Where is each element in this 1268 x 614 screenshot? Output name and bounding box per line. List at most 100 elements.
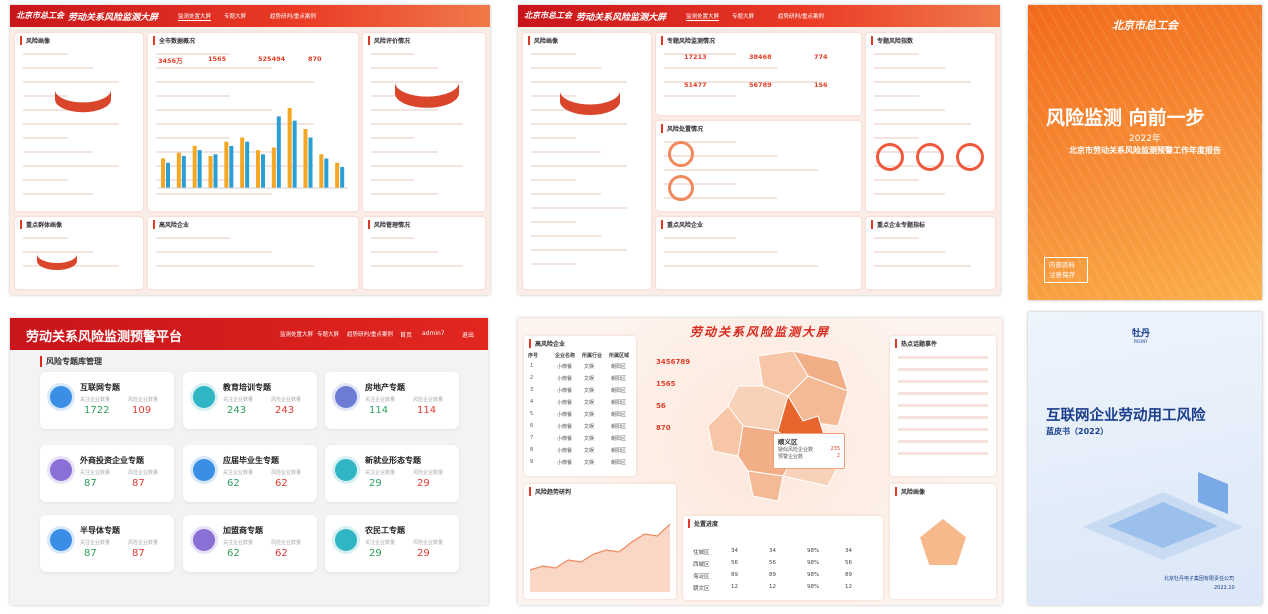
focus-count: 87 <box>84 548 97 559</box>
panel-title: 风险处置情况 <box>661 124 703 133</box>
stat-value: 870 <box>656 424 671 432</box>
placeholder-line <box>156 123 314 125</box>
nav-item[interactable]: 趋势研判/重点案例 <box>347 332 393 338</box>
placeholder-line <box>531 95 576 97</box>
district-shape <box>747 470 784 502</box>
pie-illustration <box>37 254 77 270</box>
nav-item[interactable]: 专题大屏 <box>224 14 247 20</box>
nav-item[interactable]: 趋势研判/重点案例 <box>778 14 824 20</box>
focus-label: 关注企业数量 <box>365 470 396 476</box>
topic-card[interactable]: 农民工专题 关注企业数量 风险企业数量 29 29 <box>325 515 459 572</box>
panel-title: 专题风险指数 <box>871 36 913 45</box>
bar <box>176 152 181 188</box>
bar <box>192 145 197 188</box>
home-link[interactable]: 首页 <box>400 332 413 339</box>
user-name[interactable]: admin7 <box>422 330 445 337</box>
focus-label: 关注企业数量 <box>80 397 111 403</box>
focus-count: 29 <box>369 548 382 559</box>
topic-name: 教育培训专题 <box>223 383 271 392</box>
risk-count: 29 <box>417 548 430 559</box>
bar <box>245 141 250 188</box>
table-cell: 朝阳区 <box>611 436 627 442</box>
nav-item[interactable]: 专题大屏 <box>317 332 340 338</box>
placeholder-line <box>371 265 463 267</box>
bar <box>166 162 170 188</box>
topic-card[interactable]: 外商投资企业专题 关注企业数量 风险企业数量 87 87 <box>40 445 174 502</box>
popup-label: 预警企业数 <box>778 454 804 460</box>
district-shape <box>707 405 744 457</box>
placeholder-line <box>156 137 230 139</box>
panel: 风险画像 <box>890 484 996 599</box>
topic-card[interactable]: 房地产专题 关注企业数量 风险企业数量 114 114 <box>325 372 459 429</box>
risk-count: 87 <box>132 478 145 489</box>
big-screen-screenshot: 劳动关系风险监测大屏 高风险企业 序号 企业名称 所属行业 所属区域 1 小微餐 文娱 朝阳区 2 小… <box>518 318 1002 605</box>
platform-title: 劳动关系风险监测预警平台 <box>26 330 183 345</box>
panel: 高风险企业 <box>148 217 358 289</box>
popup-row: 疑似风险企业数 235 <box>778 446 840 453</box>
nav-item[interactable]: 监测处置大屏 <box>280 332 314 338</box>
topic-card[interactable]: 应届毕业生专题 关注企业数量 风险企业数量 62 62 <box>183 445 317 502</box>
placeholder-line <box>664 53 736 55</box>
focus-label: 关注企业数量 <box>223 470 254 476</box>
placeholder-line <box>23 109 94 111</box>
ring-illustration <box>668 141 694 167</box>
topic-card[interactable]: 加盟商专题 关注企业数量 风险企业数量 62 62 <box>183 515 317 572</box>
placeholder-line <box>531 109 602 111</box>
placeholder-line <box>531 193 602 195</box>
placeholder-line <box>156 95 230 97</box>
placeholder-line <box>531 67 602 69</box>
table-cell: 1 <box>530 363 534 369</box>
nav-item[interactable]: 监测处置大屏 <box>686 14 720 21</box>
table-cell: 98% <box>807 560 820 566</box>
risk-count: 29 <box>417 478 430 489</box>
placeholder-line <box>23 151 94 153</box>
table-cell: 5 <box>530 411 534 417</box>
panel: 全市数据概况 3456万 1565 525494 870 <box>148 33 358 211</box>
focus-label: 关注企业数量 <box>80 540 111 546</box>
nav-item[interactable]: 专题大屏 <box>732 14 755 20</box>
placeholder-line <box>874 95 920 97</box>
ring-illustration <box>876 143 904 171</box>
placeholder-line <box>664 197 777 199</box>
topic-card[interactable]: 互联网专题 关注企业数量 风险企业数量 1722 109 <box>40 372 174 429</box>
nav-item[interactable]: 监测处置大屏 <box>178 14 212 21</box>
trend-chart <box>530 523 670 592</box>
bar <box>261 154 265 188</box>
placeholder-line <box>23 137 68 139</box>
topic-row-placeholder <box>898 452 988 455</box>
table-cell: 7 <box>530 435 534 441</box>
table-cell: 89 <box>845 572 852 578</box>
topic-card[interactable]: 教育培训专题 关注企业数量 风险企业数量 243 243 <box>183 372 317 429</box>
nav-item[interactable]: 趋势研判/重点案例 <box>270 14 316 20</box>
placeholder-line <box>664 141 736 143</box>
topic-card[interactable]: 新就业形态专题 关注企业数量 风险企业数量 29 29 <box>325 445 459 502</box>
placeholder-line <box>23 123 119 125</box>
section-title: 风险专题库管理 <box>40 356 102 367</box>
bar-chart <box>158 108 348 189</box>
placeholder-line <box>531 137 576 139</box>
risk-label: 风险企业数量 <box>413 540 444 546</box>
focus-label: 关注企业数量 <box>223 540 254 546</box>
risk-count: 87 <box>132 548 145 559</box>
table-cell: 文娱 <box>584 364 595 370</box>
dashboard-body: 风险画像 专题风险监测情况 17213 38468 774 51477 56789 156 专题… <box>518 27 1000 295</box>
isometric-illustration <box>1083 472 1243 560</box>
risk-count: 62 <box>275 548 288 559</box>
logout-link[interactable]: 退出 <box>462 332 475 339</box>
popup-value: 235 <box>830 446 840 452</box>
trend-line <box>530 523 670 571</box>
placeholder-line <box>371 179 414 181</box>
topic-icon <box>50 529 72 551</box>
focus-count: 114 <box>369 405 389 416</box>
pie-illustration <box>55 89 111 113</box>
topic-row-placeholder <box>898 428 988 431</box>
header-logo: 北京市总工会 <box>524 10 572 20</box>
panel: 风险评价情况 <box>363 33 485 211</box>
focus-count: 1722 <box>84 405 110 416</box>
topic-card[interactable]: 半导体专题 关注企业数量 风险企业数量 87 87 <box>40 515 174 572</box>
bar <box>197 150 202 188</box>
panel: 风险画像 <box>15 33 143 211</box>
report-cover: 牡丹 PEONY 互联网企业劳动用工风险 蓝皮书（2022） 北京牡丹电子集团有限责任公… <box>1028 312 1262 605</box>
stat-value: 38468 <box>749 53 772 61</box>
panel-title: 重点企业专题指标 <box>871 220 925 229</box>
